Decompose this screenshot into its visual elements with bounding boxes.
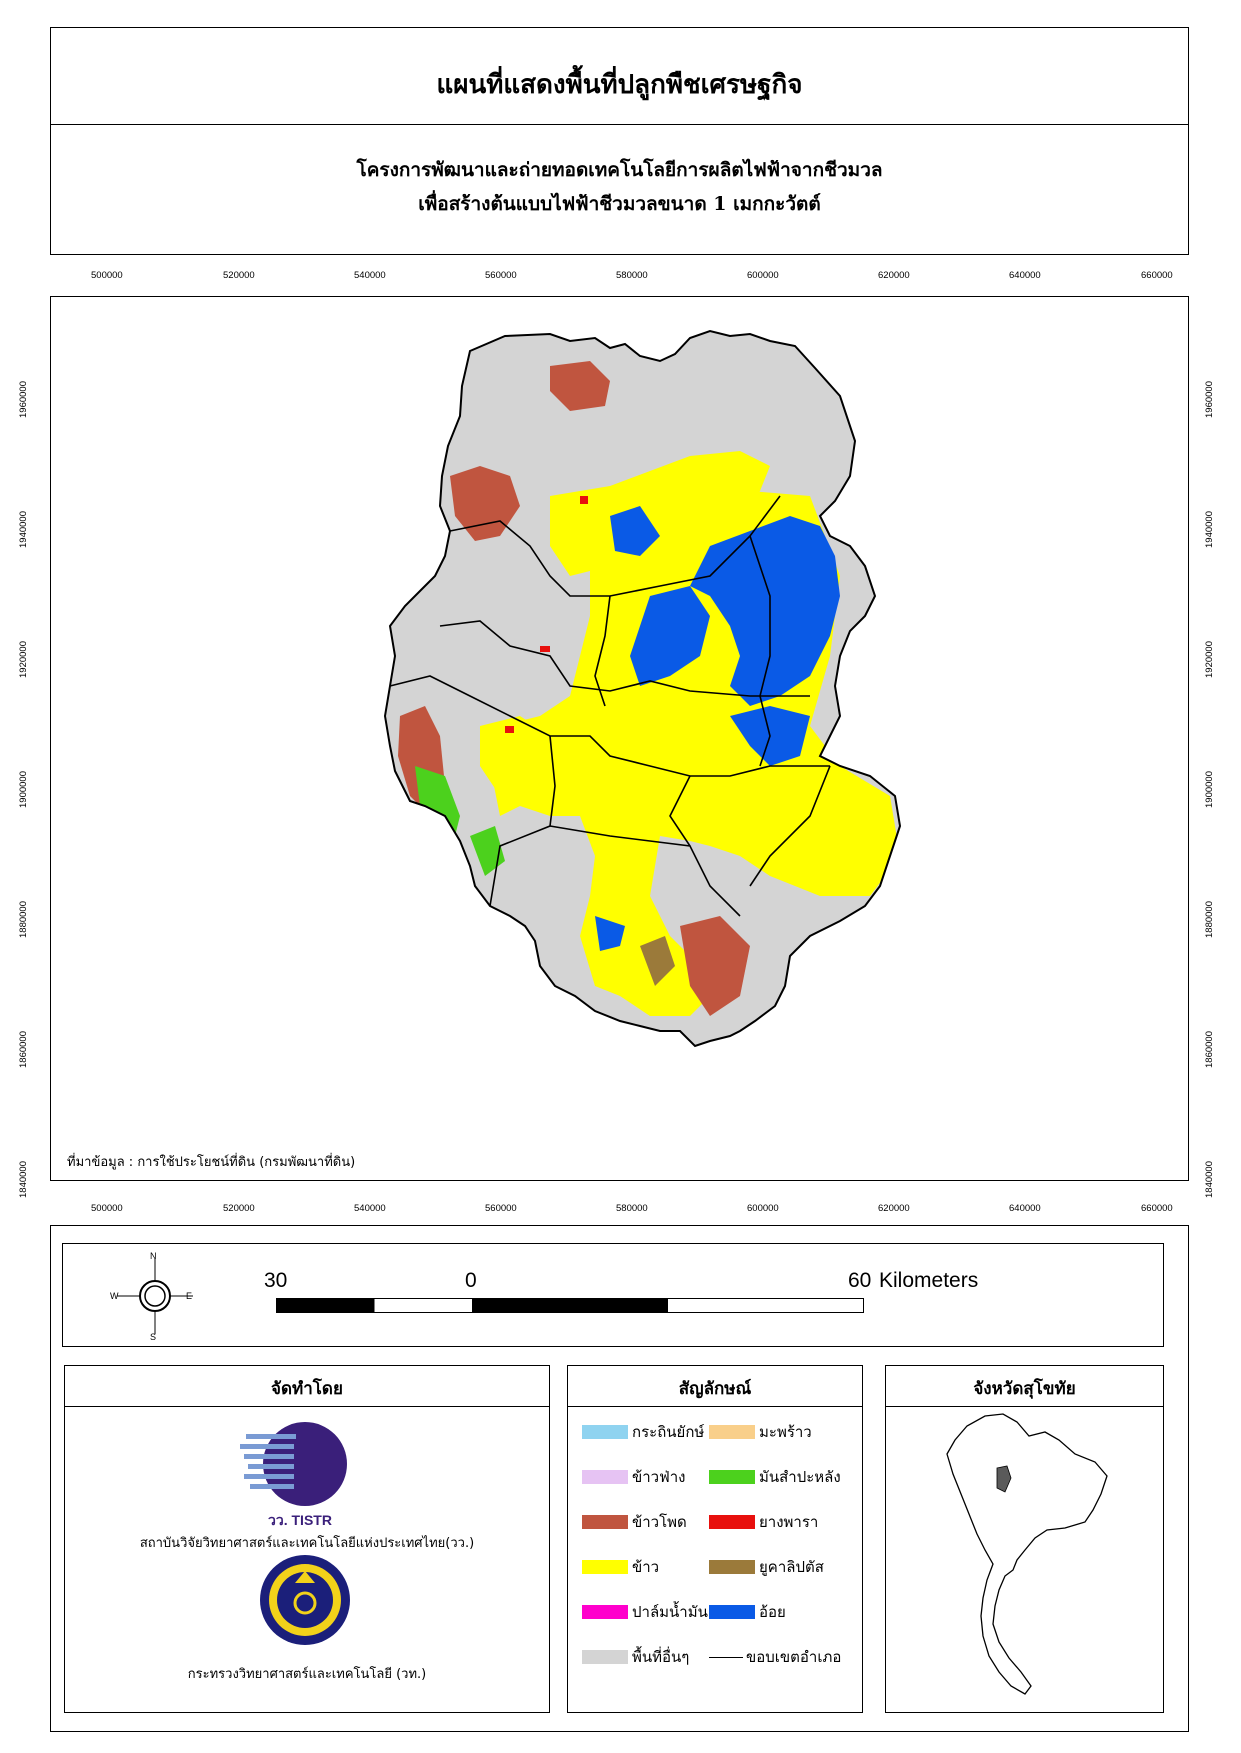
legend-item: กระถินยักษ์ xyxy=(582,1420,704,1444)
legend-swatch xyxy=(709,1470,755,1484)
easting-tick-bottom: 600000 xyxy=(747,1203,779,1214)
inset-heading: จังหวัดสุโขทัย xyxy=(973,1379,1076,1399)
tistr-logo-text: วว. TISTR xyxy=(268,1512,332,1528)
easting-tick-bottom: 540000 xyxy=(354,1203,386,1214)
northing-tick-right: 1860000 xyxy=(1203,1031,1215,1068)
scale-bar xyxy=(276,1298,864,1313)
easting-tick-bottom: 660000 xyxy=(1141,1203,1173,1214)
legend-label: มะพร้าว xyxy=(759,1423,812,1441)
northing-tick-right: 1940000 xyxy=(1203,511,1215,548)
easting-tick-top: 660000 xyxy=(1141,270,1173,281)
easting-tick-top: 600000 xyxy=(747,270,779,281)
source-note: ที่มาข้อมูล : การใช้ประโยชน์ที่ดิน (กรมพ… xyxy=(67,1155,356,1170)
northing-tick-left: 1860000 xyxy=(17,1031,29,1068)
legend-swatch xyxy=(582,1425,628,1439)
easting-tick-top: 560000 xyxy=(485,270,517,281)
legend-item: ข้าว xyxy=(582,1555,659,1579)
producer-heading-box: จัดทำโดย xyxy=(64,1365,550,1407)
northing-tick-right: 1880000 xyxy=(1203,901,1215,938)
northing-tick-left: 1940000 xyxy=(17,511,29,548)
map-title: แผนที่แสดงพื้นที่ปลูกพืชเศรษฐกิจ xyxy=(436,70,803,100)
northing-tick-right: 1960000 xyxy=(1203,381,1215,418)
ministry-seal xyxy=(260,1555,350,1645)
easting-tick-bottom: 580000 xyxy=(616,1203,648,1214)
north-label: N xyxy=(150,1251,157,1261)
legend-heading-box: สัญลักษณ์ xyxy=(567,1365,863,1407)
northing-tick-right: 1840000 xyxy=(1203,1161,1215,1198)
legend-heading: สัญลักษณ์ xyxy=(678,1379,752,1399)
easting-tick-bottom: 560000 xyxy=(485,1203,517,1214)
legend-swatch xyxy=(709,1656,743,1658)
tistr-logo xyxy=(240,1422,347,1506)
south-label: S xyxy=(150,1332,157,1342)
legend-label: ข้าว xyxy=(632,1558,660,1576)
legend-swatch xyxy=(709,1425,755,1439)
east-label: E xyxy=(186,1291,193,1301)
legend-label: พื้นที่อื่นๆ xyxy=(632,1648,690,1666)
legend-label: ยูคาลิปตัส xyxy=(759,1558,824,1576)
subtitle-line-1: โครงการพัฒนาและถ่ายทอดเทคโนโลยีการผลิตไฟ… xyxy=(356,159,883,181)
legend-label: ขอบเขตอำเภอ xyxy=(746,1648,842,1666)
easting-tick-top: 620000 xyxy=(878,270,910,281)
legend-swatch xyxy=(582,1560,628,1574)
legend-label: กระถินยักษ์ xyxy=(632,1423,705,1441)
legend-item: มะพร้าว xyxy=(709,1420,812,1444)
legend-item: มันสำปะหลัง xyxy=(709,1465,841,1489)
easting-tick-bottom: 500000 xyxy=(91,1203,123,1214)
legend-swatch xyxy=(582,1605,628,1619)
subtitle-line-2: เพื่อสร้างต้นแบบไฟฟ้าชีวมวลขนาด 1 เมกกะว… xyxy=(418,193,821,215)
northing-tick-left: 1960000 xyxy=(17,381,29,418)
scale-label-right: 60 xyxy=(848,1269,872,1292)
legend-label: ยางพารา xyxy=(759,1513,819,1531)
thailand-inset-map xyxy=(946,1413,1108,1695)
producer-org-2: กระทรวงวิทยาศาสตร์และเทคโนโลยี (วท.) xyxy=(187,1667,427,1682)
legend-swatch xyxy=(582,1515,628,1529)
province-map xyxy=(384,330,901,1047)
easting-tick-top: 580000 xyxy=(616,270,648,281)
legend-swatch xyxy=(582,1470,628,1484)
legend-label: ข้าวโพด xyxy=(632,1513,687,1531)
scale-box xyxy=(62,1243,1164,1347)
northing-tick-left: 1880000 xyxy=(17,901,29,938)
northing-tick-right: 1900000 xyxy=(1203,771,1215,808)
north-arrow-icon xyxy=(117,1258,193,1334)
legend-label: ข้าวฟ่าง xyxy=(632,1468,686,1486)
legend-item: ยางพารา xyxy=(709,1510,818,1534)
legend-item: ยูคาลิปตัส xyxy=(709,1555,824,1579)
title-box: แผนที่แสดงพื้นที่ปลูกพืชเศรษฐกิจ xyxy=(50,27,1189,125)
northing-tick-left: 1900000 xyxy=(17,771,29,808)
legend-label: ปาล์มน้ำมัน xyxy=(632,1603,708,1621)
legend-label: มันสำปะหลัง xyxy=(759,1468,841,1486)
easting-tick-bottom: 640000 xyxy=(1009,1203,1041,1214)
northing-tick-right: 1920000 xyxy=(1203,641,1215,678)
legend-item: ปาล์มน้ำมัน xyxy=(582,1600,708,1624)
northing-tick-left: 1840000 xyxy=(17,1161,29,1198)
legend-item: อ้อย xyxy=(709,1600,786,1624)
legend-swatch xyxy=(582,1650,628,1664)
legend-swatch xyxy=(709,1605,755,1619)
easting-tick-top: 500000 xyxy=(91,270,123,281)
easting-tick-top: 540000 xyxy=(354,270,386,281)
legend-item: พื้นที่อื่นๆ xyxy=(582,1645,689,1669)
easting-tick-bottom: 520000 xyxy=(223,1203,255,1214)
inset-heading-box: จังหวัดสุโขทัย xyxy=(885,1365,1164,1407)
subtitle-box: โครงการพัฒนาและถ่ายทอดเทคโนโลยีการผลิตไฟ… xyxy=(50,124,1189,255)
legend-label: อ้อย xyxy=(759,1603,786,1621)
legend-item: ข้าวฟ่าง xyxy=(582,1465,685,1489)
legend-swatch xyxy=(709,1560,755,1574)
northing-tick-left: 1920000 xyxy=(17,641,29,678)
easting-tick-top: 640000 xyxy=(1009,270,1041,281)
scale-label-left: 30 xyxy=(264,1269,288,1292)
easting-tick-bottom: 620000 xyxy=(878,1203,910,1214)
producer-heading: จัดทำโดย xyxy=(271,1379,343,1399)
scale-unit: Kilometers xyxy=(879,1269,979,1292)
scale-label-zero: 0 xyxy=(465,1269,477,1292)
easting-tick-top: 520000 xyxy=(223,270,255,281)
legend-item: ข้าวโพด xyxy=(582,1510,687,1534)
west-label: W xyxy=(110,1291,119,1301)
producer-org-1: สถาบันวิจัยวิทยาศาสตร์และเทคโนโลยีแห่งปร… xyxy=(139,1536,475,1551)
legend-item: ขอบเขตอำเภอ xyxy=(709,1645,841,1669)
legend-swatch xyxy=(709,1515,755,1529)
